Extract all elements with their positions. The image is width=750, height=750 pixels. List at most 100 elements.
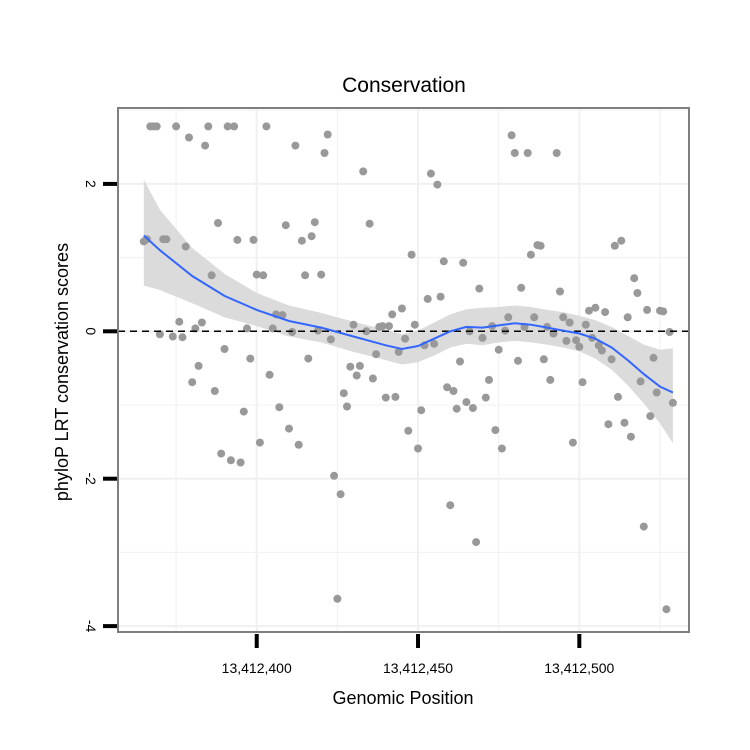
- confidence-ribbon: [143, 179, 673, 444]
- plot-panel: [118, 108, 689, 632]
- data-point: [626, 432, 635, 441]
- data-point: [246, 354, 255, 363]
- panel-outline: [117, 107, 690, 633]
- data-point: [614, 392, 622, 401]
- data-point: [214, 219, 222, 227]
- data-point: [265, 370, 274, 379]
- data-point: [394, 347, 403, 356]
- data-point: [223, 122, 232, 131]
- data-point: [462, 398, 471, 407]
- data-point: [514, 356, 522, 365]
- data-point: [368, 374, 377, 383]
- data-point: [268, 324, 277, 333]
- chart-title: Conservation: [342, 74, 466, 97]
- x-axis-title: Genomic Position: [332, 688, 473, 708]
- data-point: [459, 258, 468, 267]
- gridlines: [118, 108, 689, 632]
- data-point: [620, 418, 629, 427]
- data-point: [636, 377, 645, 386]
- data-point: [339, 389, 348, 398]
- data-point: [423, 294, 432, 303]
- data-point: [539, 355, 548, 364]
- data-point: [255, 438, 264, 447]
- data-point: [204, 122, 213, 131]
- data-point: [236, 458, 245, 467]
- data-point: [372, 350, 381, 359]
- panel-background: [118, 108, 689, 632]
- data-point: [575, 342, 584, 351]
- data-point: [430, 339, 439, 348]
- data-point: [478, 333, 487, 342]
- data-point: [175, 317, 184, 326]
- data-point: [578, 378, 587, 387]
- data-point: [581, 320, 590, 329]
- data-point: [317, 270, 326, 279]
- data-point: [507, 131, 516, 140]
- data-point: [330, 471, 339, 480]
- data-point: [559, 313, 568, 322]
- data-point: [168, 332, 177, 341]
- data-point: [352, 371, 361, 380]
- data-point: [378, 322, 387, 331]
- data-point: [359, 167, 368, 176]
- data-point: [494, 345, 503, 354]
- data-point: [456, 357, 464, 366]
- data-point: [591, 303, 600, 312]
- data-point: [323, 130, 332, 139]
- data-point: [230, 122, 239, 131]
- data-point: [623, 313, 632, 322]
- data-point: [194, 361, 203, 370]
- data-point: [572, 336, 581, 345]
- data-point: [207, 271, 216, 280]
- data-point: [517, 283, 526, 292]
- data-point: [414, 444, 422, 453]
- data-point: [336, 490, 345, 499]
- data-point: [343, 402, 351, 411]
- data-point: [659, 307, 668, 316]
- data-point: [349, 320, 358, 329]
- smooth-line: [143, 234, 674, 394]
- data-point: [404, 426, 413, 435]
- data-point: [446, 501, 455, 510]
- data-point: [536, 241, 545, 250]
- data-point: [172, 122, 181, 131]
- data-point: [443, 383, 452, 392]
- data-point: [307, 232, 316, 241]
- data-point: [301, 271, 310, 280]
- data-point: [601, 308, 610, 317]
- data-point: [385, 322, 393, 331]
- data-point: [239, 407, 248, 416]
- data-point: [188, 378, 197, 387]
- data-point: [294, 440, 303, 449]
- data-point: [201, 141, 210, 150]
- data-point: [556, 287, 564, 296]
- data-point: [346, 362, 355, 371]
- data-point: [285, 424, 293, 433]
- data-point: [391, 392, 400, 401]
- data-point: [472, 538, 481, 547]
- data-point: [388, 310, 397, 319]
- data-point: [439, 257, 448, 266]
- data-point: [526, 250, 535, 259]
- data-point: [610, 241, 619, 250]
- data-point: [362, 327, 371, 336]
- data-point: [262, 122, 271, 131]
- data-point: [481, 393, 490, 402]
- data-point: [468, 404, 477, 412]
- data-point: [491, 426, 500, 435]
- data-point: [314, 326, 322, 335]
- data-point: [243, 324, 251, 333]
- data-point: [355, 361, 364, 370]
- data-point: [191, 324, 200, 333]
- x-axis: 13,412,400 13,412,450 13,412,500: [222, 634, 615, 676]
- data-point: [304, 354, 313, 363]
- data-point: [275, 403, 284, 412]
- data-point: [417, 406, 426, 415]
- data-point: [297, 236, 306, 245]
- data-point: [523, 149, 532, 157]
- data-point: [668, 398, 677, 407]
- data-point: [291, 141, 300, 150]
- y-tick-label: 0: [83, 327, 99, 335]
- data-point: [426, 169, 435, 178]
